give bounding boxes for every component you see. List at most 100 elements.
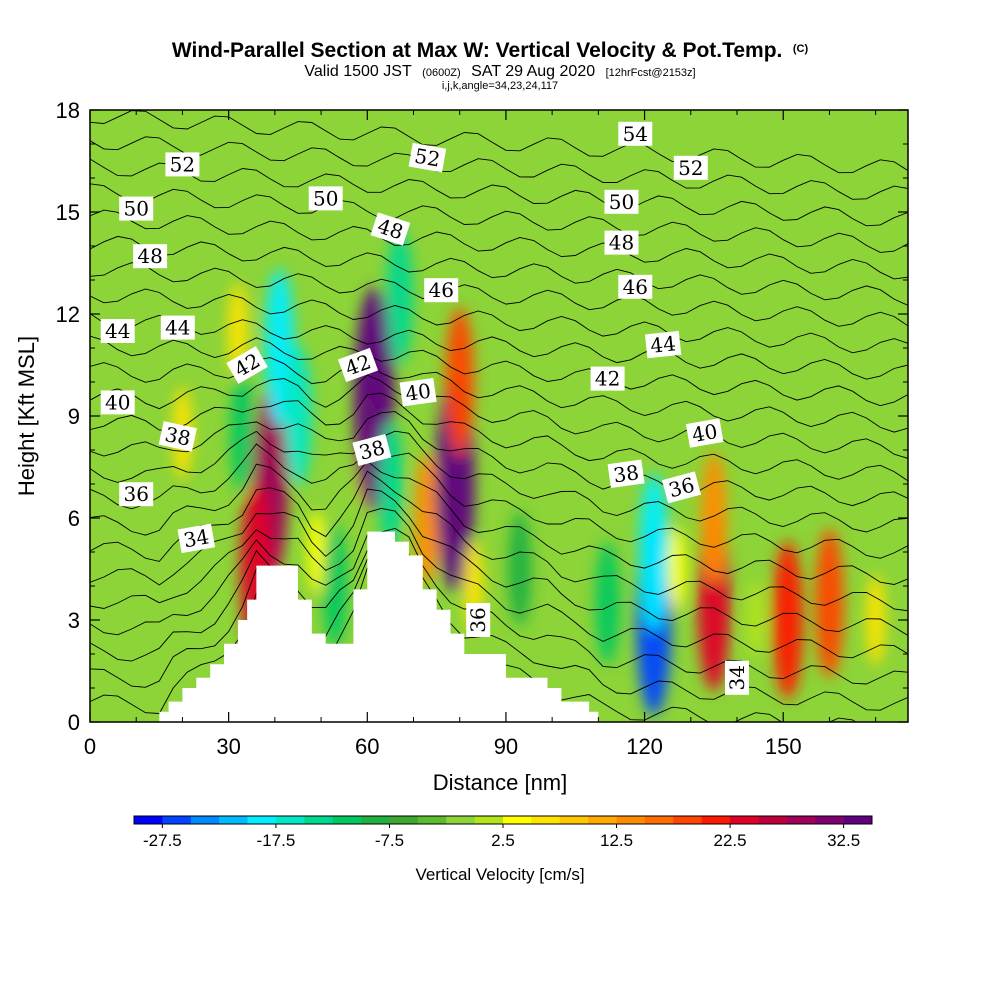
theta-contour: [90, 411, 908, 507]
theta-label: 52: [165, 152, 200, 177]
theta-label: 40: [685, 418, 724, 448]
grid-indices: i,j,k,angle=34,23,24,117: [442, 80, 558, 92]
svg-text:Valid 1500 JST (0600Z): Valid 1500 JST (0600Z) SAT 29 Aug 2020 […: [304, 63, 695, 80]
theta-label: 34: [725, 660, 749, 695]
svg-text:Wind-Parallel Section at Max W: Wind-Parallel Section at Max W: Vertical…: [172, 39, 809, 62]
theta-label-box: [100, 319, 135, 343]
theta-label: 38: [607, 459, 645, 489]
theta-label-text: 50: [609, 190, 634, 214]
theta-label-box: [590, 366, 625, 391]
copyright-mark: (C): [793, 43, 809, 55]
theta-label-box: [607, 459, 645, 489]
theta-label-text: 46: [428, 278, 453, 302]
y-tick-label: 15: [56, 200, 80, 225]
theta-label-box: [160, 315, 195, 340]
colorbar-swatch: [332, 816, 362, 824]
theta-label-text: 36: [123, 482, 148, 506]
y-tick-label: 6: [68, 506, 80, 531]
y-tick-label: 3: [68, 608, 80, 633]
velocity-cell: [322, 524, 348, 648]
colorbar-swatch: [531, 816, 561, 824]
theta-label-box: [466, 603, 491, 637]
colorbar-tick-label: -17.5: [257, 831, 296, 850]
theta-label-text: 44: [165, 316, 190, 340]
theta-label-text: 34: [182, 524, 211, 552]
theta-label-box: [100, 390, 135, 415]
theta-label-box: [408, 142, 447, 173]
colorbar-swatch: [219, 816, 248, 824]
y-tick-label: 9: [68, 404, 80, 429]
theta-label: 40: [399, 377, 437, 407]
colorbar-title: Vertical Velocity [cm/s]: [415, 865, 584, 884]
theta-contour: [90, 528, 908, 685]
velocity-cell: [386, 229, 413, 365]
valid-date: SAT 29 Aug 2020: [471, 63, 595, 80]
theta-contour: [90, 488, 908, 636]
theta-label-text: 42: [595, 367, 620, 391]
velocity-cell: [865, 574, 886, 666]
valid-utc: (0600Z): [422, 67, 461, 79]
theta-label-box: [119, 196, 154, 221]
title-block: Wind-Parallel Section at Max W: Vertical…: [172, 39, 809, 92]
colorbar-swatch: [673, 816, 702, 824]
colorbar-swatch: [843, 816, 873, 824]
theta-contour: [90, 460, 908, 585]
theta-label: 52: [408, 142, 447, 173]
colorbar-swatch: [588, 816, 617, 824]
theta-label-box: [399, 377, 437, 407]
velocity-field: [90, 110, 908, 722]
x-axis: 0 30 60 90 120 150: [84, 110, 877, 759]
colorbar-swatch: [389, 816, 419, 824]
colorbar-swatch: [644, 816, 674, 824]
colorbar-swatch: [247, 816, 277, 824]
theta-label: 44: [160, 315, 195, 340]
theta-label-box: [226, 346, 268, 384]
colorbar-tick-label: 12.5: [600, 831, 633, 850]
theta-contour: [90, 357, 908, 433]
theta-label-text: 48: [609, 231, 634, 255]
colorbar-swatch: [559, 816, 589, 824]
theta-label: 50: [308, 186, 343, 211]
velocity-cell: [307, 510, 326, 594]
theta-label-box: [352, 434, 392, 466]
theta-label-text: 48: [137, 244, 162, 268]
theta-label-box: [424, 278, 459, 303]
theta-label-box: [644, 330, 682, 359]
colorbar-swatch: [730, 816, 759, 824]
colorbar-swatch: [758, 816, 788, 824]
theta-contour: [90, 313, 908, 380]
theta-label-box: [604, 230, 639, 255]
x-tick-label: 30: [216, 734, 240, 759]
velocity-cell: [284, 345, 312, 487]
theta-label: 46: [424, 278, 459, 303]
velocity-cell: [772, 541, 803, 699]
colorbar-tick-label: 22.5: [714, 831, 747, 850]
colorbar-swatch: [446, 816, 475, 824]
theta-label-box: [337, 347, 379, 383]
theta-label-text: 52: [170, 152, 195, 176]
colorbar-swatch: [815, 816, 844, 824]
x-tick-label: 90: [494, 734, 518, 759]
theta-label-box: [308, 186, 343, 211]
velocity-cell: [508, 512, 532, 626]
theta-contour: [90, 209, 908, 280]
theta-label-box: [618, 274, 653, 299]
theta-label-text: 40: [404, 379, 433, 406]
colorbar-tick-label: -27.5: [143, 831, 182, 850]
theta-label-box: [177, 523, 216, 554]
theta-label-box: [165, 152, 200, 177]
y-axis-label: Height [Kft MSL]: [14, 336, 39, 496]
y-tick-label: 0: [68, 710, 80, 735]
theta-contour: [90, 288, 908, 354]
theta-label: 36: [119, 482, 154, 507]
y-tick-label: 12: [56, 302, 80, 327]
x-tick-label: 150: [765, 734, 802, 759]
colorbar-swatch: [474, 816, 504, 824]
theta-label: 36: [466, 603, 491, 637]
theta-label-box: [673, 155, 708, 180]
theta-label-box: [133, 244, 168, 269]
terrain: [159, 531, 599, 722]
theta-label-text: 34: [725, 665, 749, 690]
